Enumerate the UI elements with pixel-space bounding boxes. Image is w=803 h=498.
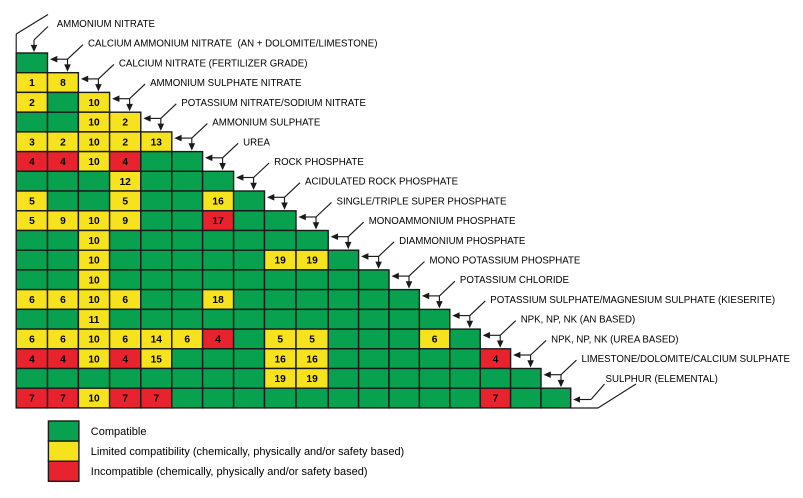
svg-text:10: 10 [88, 354, 100, 365]
svg-text:2: 2 [122, 137, 128, 148]
svg-text:MONOAMMONIUM PHOSPHATE: MONOAMMONIUM PHOSPHATE [369, 216, 516, 227]
svg-text:10: 10 [88, 394, 100, 405]
svg-text:5: 5 [29, 216, 35, 227]
svg-text:8: 8 [60, 78, 66, 89]
svg-text:ROCK PHOSPHATE: ROCK PHOSPHATE [274, 157, 364, 168]
svg-text:10: 10 [88, 118, 100, 129]
svg-text:POTASSIUM CHLORIDE: POTASSIUM CHLORIDE [460, 275, 570, 286]
svg-text:UREA: UREA [243, 137, 270, 148]
svg-text:4: 4 [29, 354, 35, 365]
svg-text:AMMONIUM NITRATE: AMMONIUM NITRATE [57, 19, 156, 30]
svg-text:LIMESTONE/DOLOMITE/CALCIUM SUL: LIMESTONE/DOLOMITE/CALCIUM SULPHATE [582, 354, 791, 365]
svg-text:Incompatible (chemically, phys: Incompatible (chemically, physically and… [91, 466, 368, 478]
svg-text:19: 19 [306, 256, 318, 267]
svg-text:9: 9 [122, 216, 128, 227]
svg-text:15: 15 [151, 354, 163, 365]
svg-text:Compatible: Compatible [91, 426, 147, 438]
svg-text:18: 18 [212, 295, 224, 306]
svg-text:DIAMMONIUM PHOSPHATE: DIAMMONIUM PHOSPHATE [399, 236, 526, 247]
svg-text:AMMONIUM SULPHATE: AMMONIUM SULPHATE [212, 118, 321, 129]
svg-text:2: 2 [29, 98, 35, 109]
svg-text:4: 4 [215, 335, 221, 346]
svg-text:16: 16 [306, 354, 318, 365]
svg-text:2: 2 [122, 118, 128, 129]
svg-text:7: 7 [29, 394, 35, 405]
svg-text:6: 6 [29, 335, 35, 346]
svg-text:7: 7 [60, 394, 66, 405]
svg-text:NPK, NP, NK (UREA BASED): NPK, NP, NK (UREA BASED) [551, 334, 678, 345]
svg-text:10: 10 [88, 137, 100, 148]
svg-text:7: 7 [122, 394, 128, 405]
svg-text:6: 6 [432, 335, 438, 346]
svg-text:5: 5 [309, 335, 315, 346]
svg-text:CALCIUM NITRATE (FERTILIZER GR: CALCIUM NITRATE (FERTILIZER GRADE) [119, 58, 308, 69]
svg-text:14: 14 [151, 335, 163, 346]
svg-text:6: 6 [60, 335, 66, 346]
svg-text:4: 4 [29, 157, 35, 168]
svg-text:9: 9 [60, 216, 66, 227]
svg-text:5: 5 [29, 197, 35, 208]
svg-text:NPK, NP, NK (AN BASED): NPK, NP, NK (AN BASED) [521, 315, 635, 326]
svg-text:10: 10 [88, 335, 100, 346]
svg-text:POTASSIUM SULPHATE/MAGNESIUM S: POTASSIUM SULPHATE/MAGNESIUM SULPHATE (K… [490, 295, 775, 306]
svg-text:7: 7 [153, 394, 159, 405]
svg-text:6: 6 [60, 295, 66, 306]
svg-text:12: 12 [120, 177, 132, 188]
svg-text:6: 6 [122, 335, 128, 346]
svg-text:10: 10 [88, 98, 100, 109]
svg-text:6: 6 [29, 295, 35, 306]
svg-text:POTASSIUM NITRATE/SODIUM NITRA: POTASSIUM NITRATE/SODIUM NITRATE [181, 98, 366, 109]
svg-text:5: 5 [277, 335, 283, 346]
svg-text:3: 3 [29, 137, 35, 148]
svg-text:2: 2 [60, 137, 66, 148]
svg-text:AMMONIUM SULPHATE NITRATE: AMMONIUM SULPHATE NITRATE [150, 78, 302, 89]
svg-text:4: 4 [493, 354, 499, 365]
svg-text:7: 7 [493, 394, 499, 405]
svg-text:17: 17 [212, 216, 224, 227]
svg-text:19: 19 [275, 374, 287, 385]
svg-text:19: 19 [275, 256, 287, 267]
svg-text:4: 4 [60, 354, 66, 365]
svg-text:10: 10 [88, 256, 100, 267]
svg-text:10: 10 [88, 295, 100, 306]
svg-text:4: 4 [122, 354, 128, 365]
svg-text:19: 19 [306, 374, 318, 385]
svg-text:10: 10 [88, 157, 100, 168]
svg-text:13: 13 [151, 137, 163, 148]
svg-text:MONO POTASSIUM PHOSPHATE: MONO POTASSIUM PHOSPHATE [430, 256, 581, 267]
svg-text:16: 16 [275, 354, 287, 365]
svg-text:10: 10 [88, 236, 100, 247]
svg-text:6: 6 [184, 335, 190, 346]
svg-text:16: 16 [212, 197, 224, 208]
svg-text:10: 10 [88, 275, 100, 286]
svg-text:CALCIUM AMMONIUM NITRATE (AN: CALCIUM AMMONIUM NITRATE (AN + DOLOMITE/… [88, 39, 377, 50]
svg-text:SINGLE/TRIPLE SUPER PHOSPHATE: SINGLE/TRIPLE SUPER PHOSPHATE [337, 196, 507, 207]
svg-text:11: 11 [89, 315, 100, 326]
svg-text:4: 4 [122, 157, 128, 168]
svg-text:4: 4 [60, 157, 66, 168]
svg-text:Limited compatibility (chemica: Limited compatibility (chemically, physi… [91, 446, 404, 458]
svg-text:6: 6 [122, 295, 128, 306]
svg-text:1: 1 [29, 78, 35, 89]
svg-text:SULPHUR (ELEMENTAL): SULPHUR (ELEMENTAL) [606, 374, 718, 385]
svg-text:5: 5 [122, 197, 128, 208]
svg-text:ACIDULATED ROCK PHOSPHATE: ACIDULATED ROCK PHOSPHATE [305, 177, 459, 188]
svg-text:10: 10 [88, 216, 100, 227]
